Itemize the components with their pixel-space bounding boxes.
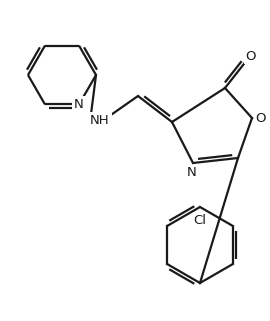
Text: N: N bbox=[187, 167, 197, 179]
Text: Cl: Cl bbox=[194, 214, 207, 228]
Text: N: N bbox=[74, 98, 84, 111]
Text: O: O bbox=[246, 49, 256, 63]
Text: O: O bbox=[256, 111, 266, 125]
Text: NH: NH bbox=[90, 114, 110, 126]
